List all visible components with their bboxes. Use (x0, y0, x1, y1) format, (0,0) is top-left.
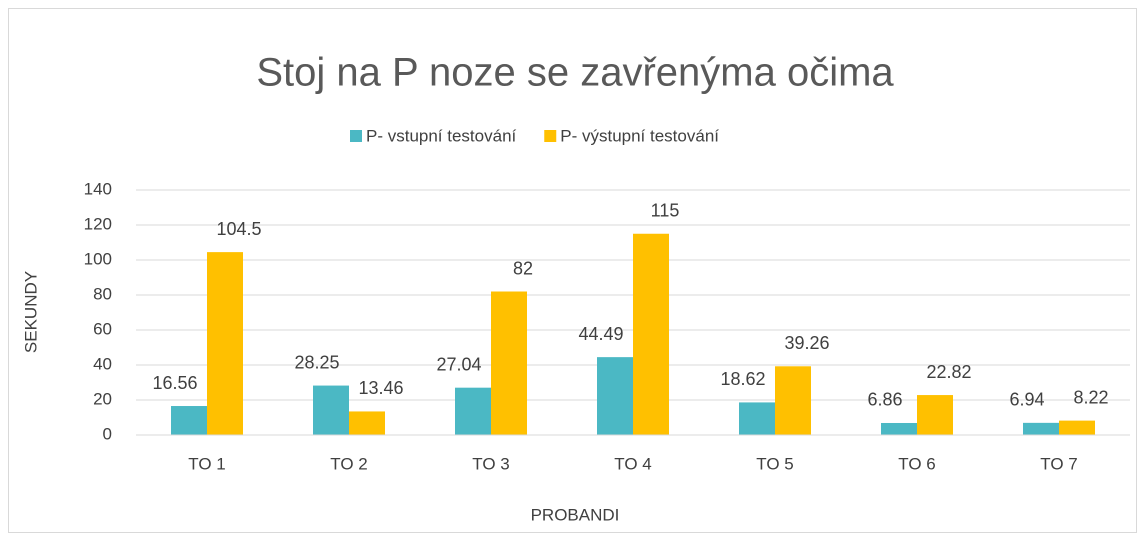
y-tick-label: 40 (93, 354, 112, 373)
bar (881, 422, 917, 435)
bar (1023, 422, 1059, 435)
y-tick-label: 100 (84, 249, 112, 268)
bar (491, 291, 527, 435)
bar (739, 402, 775, 435)
x-tick-label: TO 4 (614, 454, 651, 473)
chart-border (8, 8, 1137, 533)
data-label: 6.94 (1009, 390, 1044, 410)
data-label: 39.26 (784, 333, 829, 353)
x-tick-label: TO 3 (472, 454, 509, 473)
bar (917, 395, 953, 435)
data-label: 22.82 (926, 362, 971, 382)
data-label: 6.86 (867, 390, 902, 410)
y-tick-label: 80 (93, 284, 112, 303)
data-label: 28.25 (294, 352, 339, 372)
bar (597, 357, 633, 435)
x-axis-label: PROBANDI (531, 505, 620, 524)
y-tick-label: 140 (84, 179, 112, 198)
y-tick-label: 60 (93, 319, 112, 338)
data-label: 18.62 (720, 369, 765, 389)
y-tick-label: 120 (84, 214, 112, 233)
x-tick-label: TO 7 (1040, 454, 1077, 473)
x-tick-label: TO 2 (330, 454, 367, 473)
data-label: 82 (513, 258, 533, 278)
legend-swatch (350, 130, 362, 142)
bar (775, 366, 811, 435)
y-tick-label: 20 (93, 389, 112, 408)
y-axis-label: SEKUNDY (21, 271, 40, 353)
bar (313, 385, 349, 435)
legend-label: P- výstupní testování (560, 126, 719, 145)
data-label: 16.56 (152, 373, 197, 393)
data-label: 27.04 (436, 354, 481, 374)
data-label: 13.46 (358, 378, 403, 398)
bar (207, 252, 243, 435)
data-label: 104.5 (216, 219, 261, 239)
bar (455, 387, 491, 435)
bar (349, 411, 385, 435)
y-tick-label: 0 (103, 424, 112, 443)
x-tick-label: TO 5 (756, 454, 793, 473)
data-label: 44.49 (578, 324, 623, 344)
legend-label: P- vstupní testování (366, 126, 517, 145)
data-label: 8.22 (1073, 387, 1108, 407)
data-label: 115 (651, 201, 680, 221)
bar (171, 406, 207, 435)
bar (1059, 420, 1095, 435)
legend-swatch (544, 130, 557, 142)
bar (633, 233, 669, 435)
x-tick-label: TO 6 (898, 454, 935, 473)
chart-title: Stoj na P noze se zavřenýma očima (256, 51, 894, 95)
x-tick-label: TO 1 (188, 454, 225, 473)
